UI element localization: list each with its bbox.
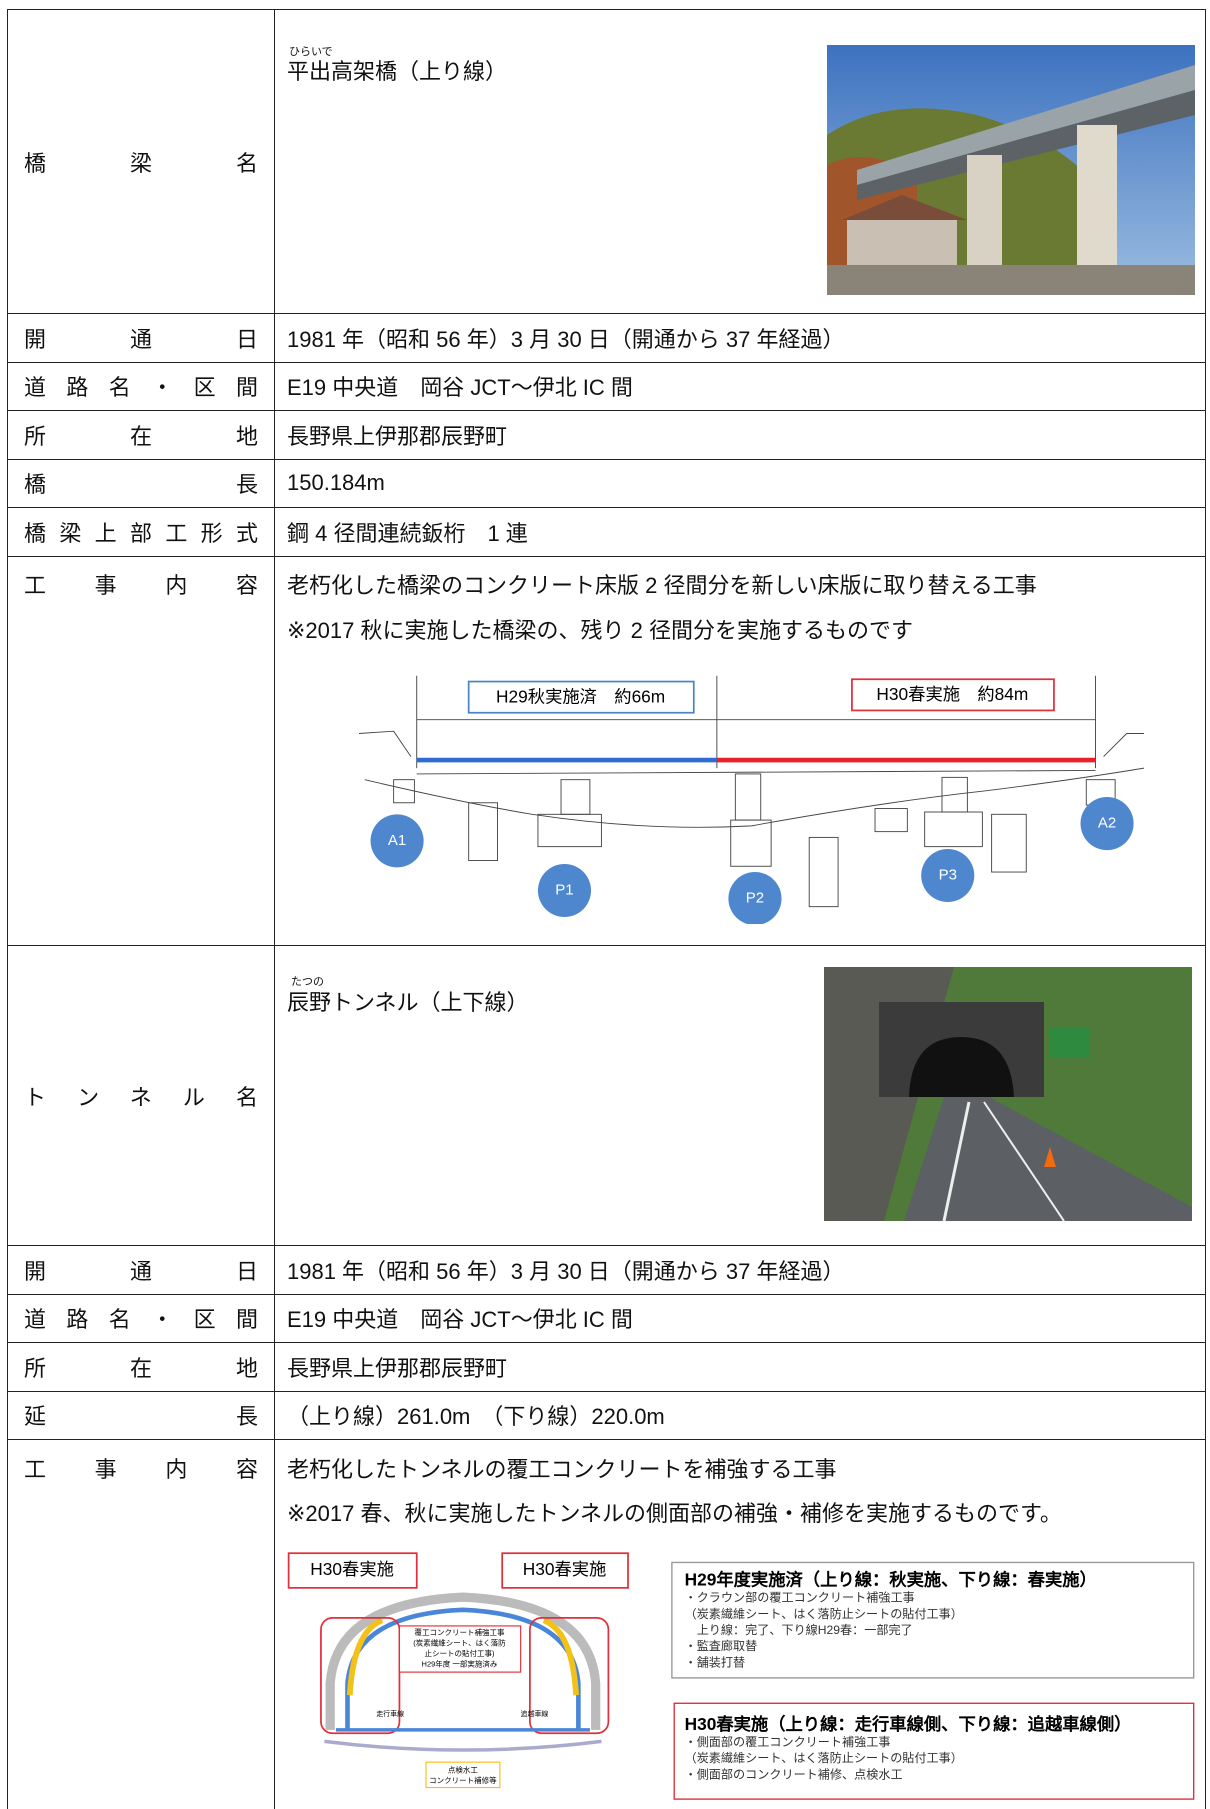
box-line: ・舗装打替 xyxy=(685,1655,746,1669)
box-title: H29年度実施済（上り線：秋実施、下り線：春実施） xyxy=(685,1570,1097,1590)
value: E19 中央道 岡谷 JCT～伊北 IC 間 xyxy=(287,375,633,401)
box-line: 上り線：完了、下り線H29春：一部完了 xyxy=(685,1622,913,1637)
box-line: ・監査廊取替 xyxy=(685,1638,758,1653)
note-text: 点検水工 xyxy=(448,1765,478,1775)
support-label: A1 xyxy=(388,832,406,849)
label-cell: 道路名・区間 xyxy=(8,1294,275,1342)
note-text: (炭素繊維シート、はく落防 xyxy=(413,1638,506,1648)
box-title: H30春実施（上り線：走行車線側、下り線：追越車線側） xyxy=(685,1714,1132,1734)
support-marker xyxy=(537,863,592,918)
label: トンネル名 xyxy=(24,1084,260,1110)
bridge-photo xyxy=(827,45,1195,295)
info-row: 道路名・区間 E19 中央道 岡谷 JCT～伊北 IC 間 xyxy=(7,1294,1206,1343)
label: 延長 xyxy=(24,1404,260,1430)
diagram-tag: H30春実施 xyxy=(523,1559,607,1579)
value: 150.184m xyxy=(287,470,385,496)
label-cell: トンネル名 xyxy=(8,946,275,1245)
support-label: A2 xyxy=(1098,815,1116,832)
value: 1981 年（昭和 56 年）3 月 30 日（開通から 37 年経過） xyxy=(287,326,845,352)
tunnel-name: 辰野トンネル（上下線） xyxy=(287,990,529,1015)
info-row: 開通日 1981 年（昭和 56 年）3 月 30 日（開通から 37 年経過） xyxy=(7,1246,1206,1295)
work-line: 老朽化した橋梁のコンクリート床版 2 径間分を新しい床版に取り替える工事 xyxy=(287,573,1037,598)
label-cell: 所在地 xyxy=(8,1343,275,1391)
note-text: コンクリート補修等 xyxy=(429,1775,497,1785)
box-line: ・側面部の覆工コンクリート補強工事 xyxy=(685,1734,891,1749)
tunnel-diagram: H30春実施 H30春実施 覆工コンクリート補強工事(炭素繊維シート、はく落防止… xyxy=(287,1552,1195,1800)
info-row: 所在地 長野県上伊那郡辰野町 xyxy=(7,411,1206,460)
diagram-label: H30春実施 約84m xyxy=(876,684,1028,704)
label: 開通日 xyxy=(24,1258,260,1284)
info-row: 所在地 長野県上伊那郡辰野町 xyxy=(7,1343,1206,1392)
note-text: 覆工コンクリート補強工事 xyxy=(414,1627,504,1637)
bridge-work-row: 工事内容 老朽化した橋梁のコンクリート床版 2 径間分を新しい床版に取り替える工… xyxy=(7,556,1206,946)
bridge-diagram: H29秋実施済 約66m H30春実施 約84m A1 P1 P2 P3 A2 xyxy=(359,675,1144,924)
label-cell: 開通日 xyxy=(8,314,275,362)
info-row: 延長 （上り線）261.0m （下り線）220.0m xyxy=(7,1391,1206,1440)
diagram-tag: H30春実施 xyxy=(310,1559,394,1579)
label-cell: 橋梁上部工形式 xyxy=(8,508,275,556)
label-cell: 開通日 xyxy=(8,1246,275,1294)
note-text: H29年度 一部実施済み xyxy=(422,1658,498,1668)
info-row: 橋梁上部工形式 鋼 4 径間連続鈑桁 1 連 xyxy=(7,508,1206,557)
work-line: ※2017 春、秋に実施したトンネルの側面部の補強・補修を実施するものです。 xyxy=(287,1501,1062,1526)
ruby: ひらいで xyxy=(289,46,333,58)
box-line: （炭素繊維シート、はく落防止シートの貼付工事） xyxy=(685,1750,963,1765)
label: 橋梁名 xyxy=(24,150,260,176)
label-cell: 道路名・区間 xyxy=(8,362,275,410)
label: 橋梁上部工形式 xyxy=(24,520,260,546)
lane-label: 追越車線 xyxy=(521,1709,549,1718)
label: 所在地 xyxy=(24,1355,260,1381)
label-cell: 所在地 xyxy=(8,411,275,459)
bridge-name: 平出高架橋（上り線） xyxy=(287,59,508,84)
info-row: 道路名・区間 E19 中央道 岡谷 JCT～伊北 IC 間 xyxy=(7,362,1206,411)
diagram-label: H29秋実施済 約66m xyxy=(496,686,665,706)
label-cell: 工事内容 xyxy=(8,1440,275,1809)
box-line: ・側面部のコンクリート補修、点検水工 xyxy=(685,1766,903,1781)
support-marker xyxy=(728,872,782,924)
support-label: P3 xyxy=(939,866,957,883)
work-line: ※2017 秋に実施した橋梁の、残り 2 径間分を実施するものです xyxy=(287,618,913,643)
support-marker xyxy=(1080,797,1134,851)
value: 鋼 4 径間連続鈑桁 1 連 xyxy=(287,520,528,546)
value: 1981 年（昭和 56 年）3 月 30 日（開通から 37 年経過） xyxy=(287,1258,845,1284)
support-label: P1 xyxy=(555,881,573,898)
value: 長野県上伊那郡辰野町 xyxy=(287,1355,508,1381)
ruby: たつの xyxy=(291,976,324,988)
label: 工事内容 xyxy=(24,573,260,598)
tunnel-work-row: 工事内容 老朽化したトンネルの覆工コンクリートを補強する工事 ※2017 春、秋… xyxy=(7,1440,1206,1809)
bridge-name-row: 橋梁名 ひらいで 平出高架橋（上り線） xyxy=(7,9,1206,314)
label: 道路名・区間 xyxy=(24,375,260,401)
box-line: （炭素繊維シート、はく落防止シートの貼付工事） xyxy=(685,1606,963,1621)
info-row: 橋長 150.184m xyxy=(7,459,1206,508)
info-row: 開通日 1981 年（昭和 56 年）3 月 30 日（開通から 37 年経過） xyxy=(7,314,1206,363)
label-cell: 橋梁名 xyxy=(8,10,275,313)
box-line: ・クラウン部の覆工コンクリート補強工事 xyxy=(685,1590,915,1605)
label: 工事内容 xyxy=(24,1457,260,1482)
label-cell: 工事内容 xyxy=(8,556,275,945)
support-marker xyxy=(921,848,975,903)
value: （上り線）261.0m （下り線）220.0m xyxy=(287,1404,665,1430)
value: E19 中央道 岡谷 JCT～伊北 IC 間 xyxy=(287,1307,633,1333)
label: 道路名・区間 xyxy=(24,1307,260,1333)
label: 所在地 xyxy=(24,423,260,449)
support-label: P2 xyxy=(746,890,764,907)
label-cell: 延長 xyxy=(8,1391,275,1439)
label: 橋長 xyxy=(24,472,260,498)
label-cell: 橋長 xyxy=(8,459,275,507)
tunnel-photo xyxy=(824,967,1192,1221)
note-text: 止シートの貼付工事) xyxy=(424,1648,494,1658)
lane-label: 走行車線 xyxy=(376,1709,404,1718)
label: 開通日 xyxy=(24,326,260,352)
support-marker xyxy=(370,814,424,868)
work-line: 老朽化したトンネルの覆工コンクリートを補強する工事 xyxy=(287,1457,837,1482)
value: 長野県上伊那郡辰野町 xyxy=(287,423,508,449)
tunnel-name-row: トンネル名 たつの 辰野トンネル（上下線） xyxy=(7,946,1206,1246)
